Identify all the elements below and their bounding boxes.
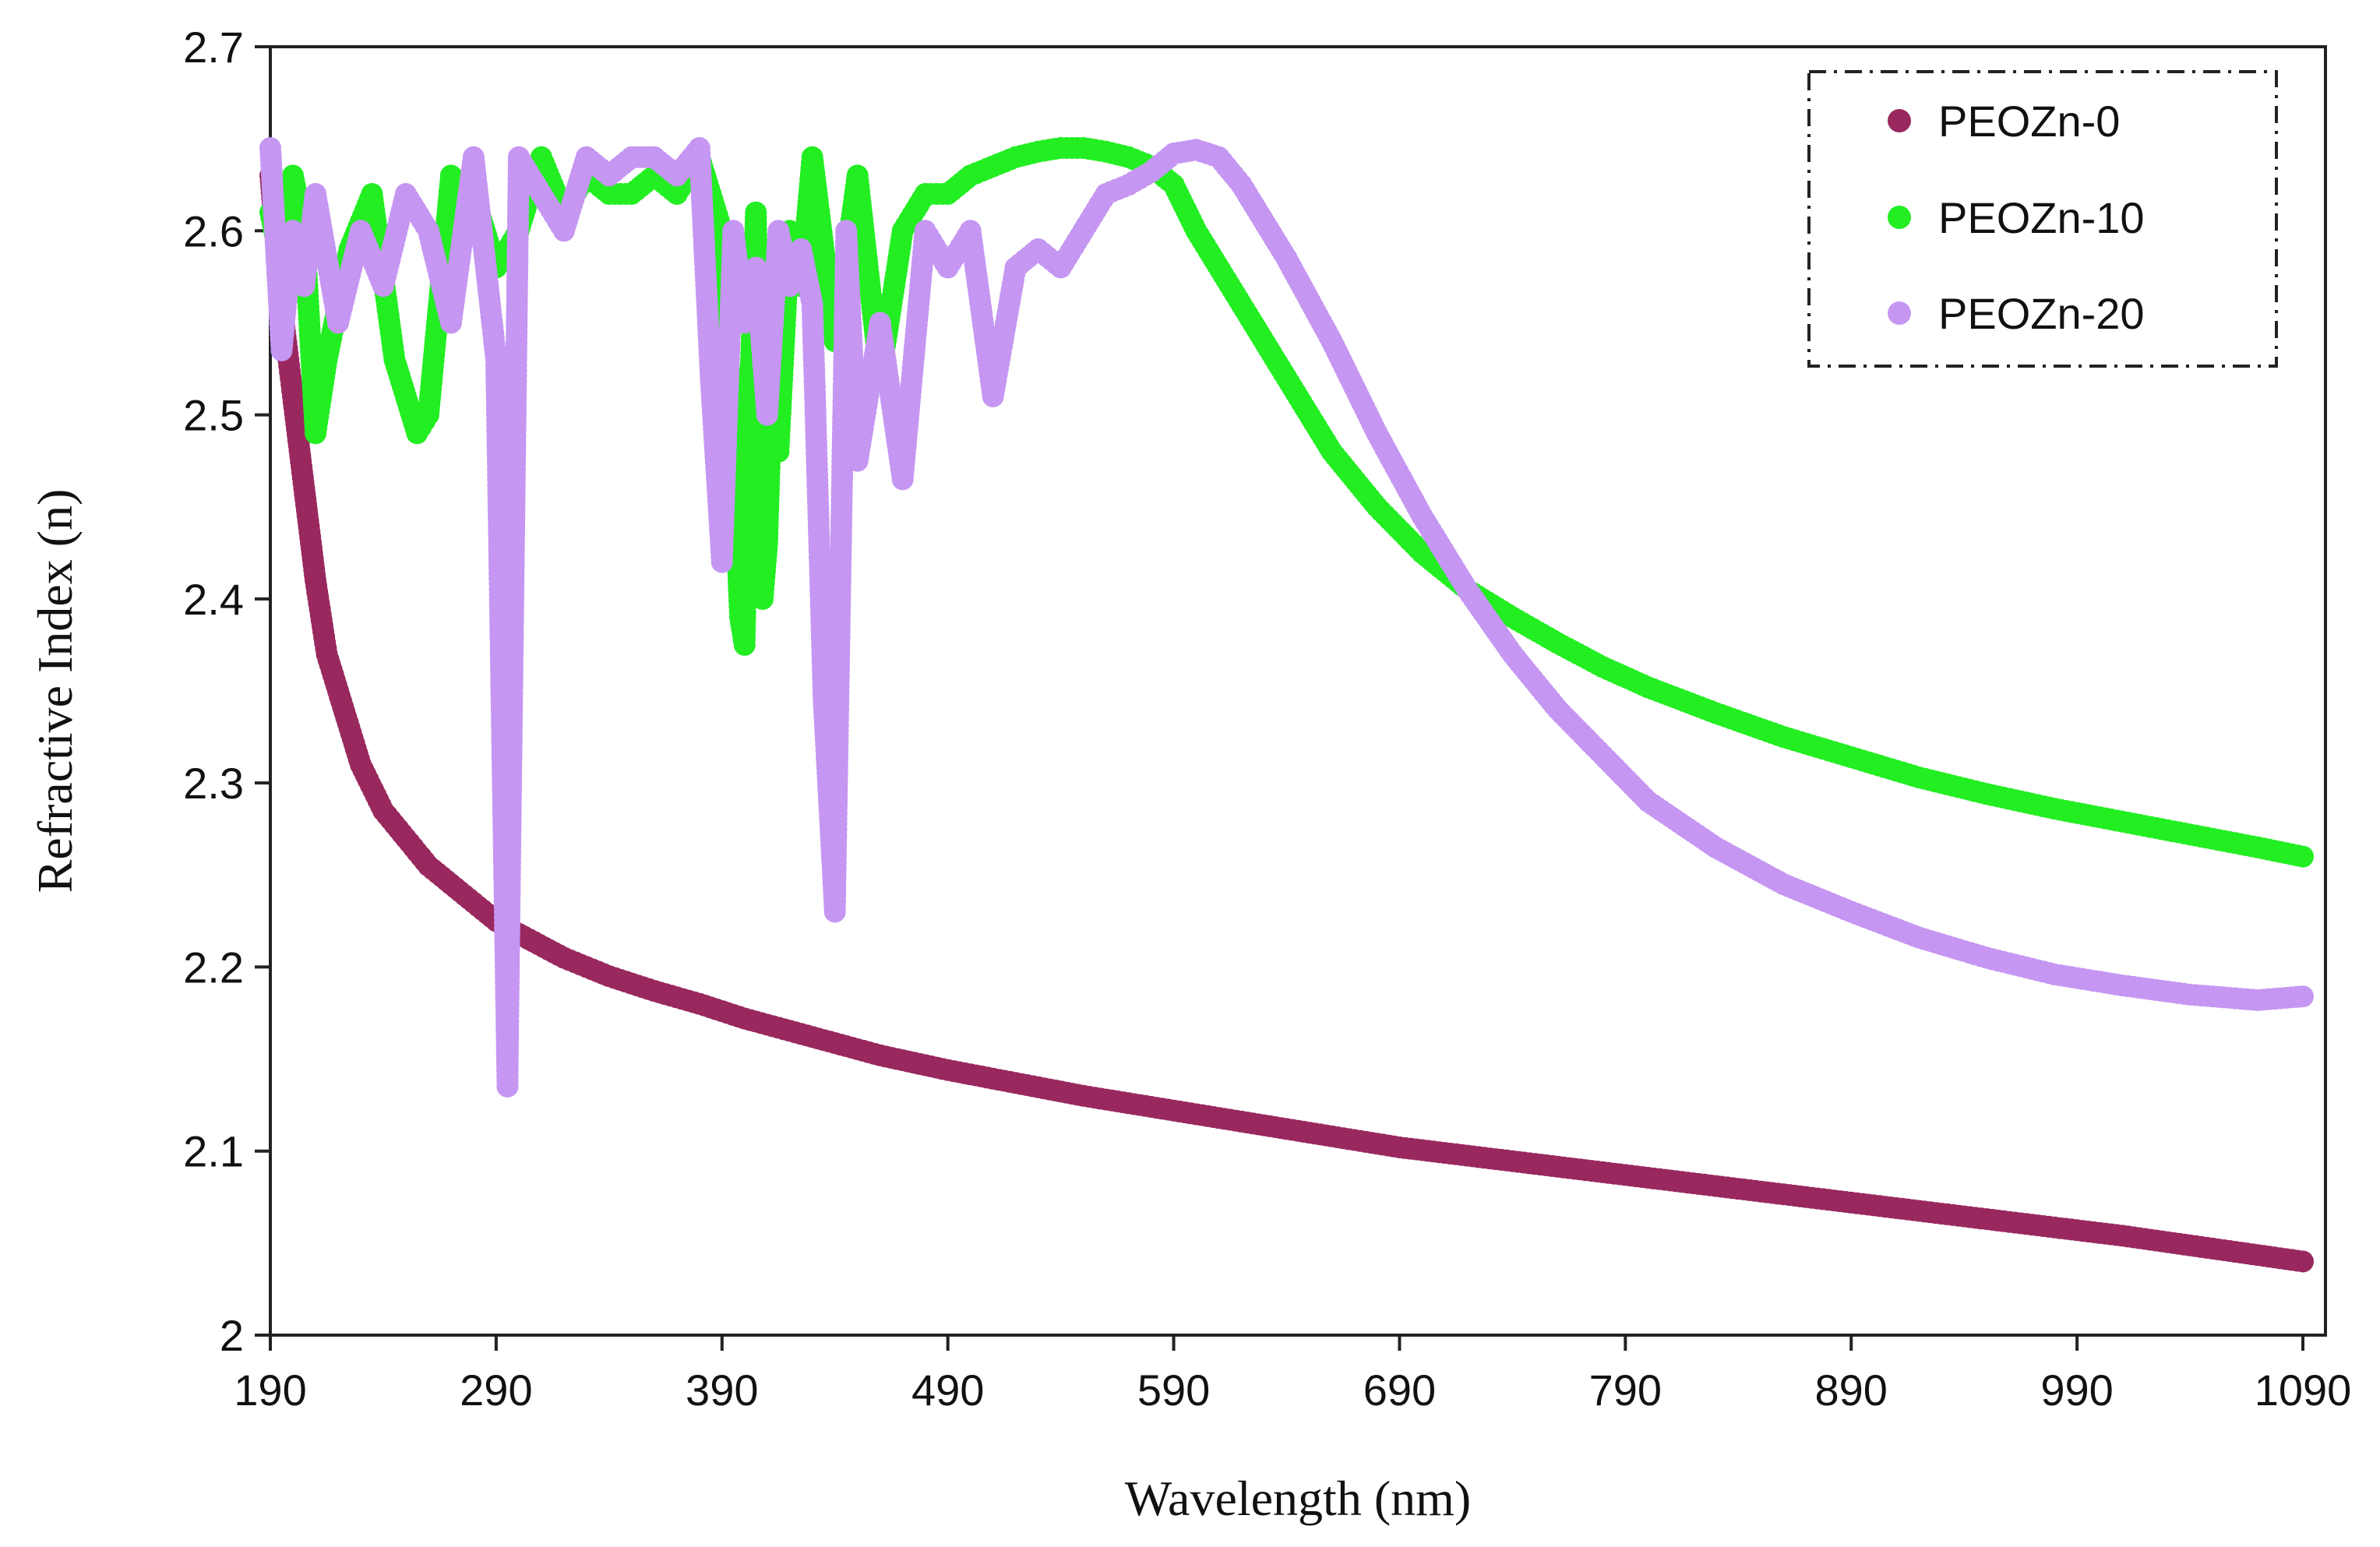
y-tick-label: 2 <box>220 1311 244 1360</box>
y-axis-title: Refractive Index (n) <box>27 489 83 893</box>
data-point <box>2292 845 2314 868</box>
legend-marker-peozn-10 <box>1888 206 1911 229</box>
x-tick-label: 1090 <box>2255 1366 2352 1415</box>
x-tick-label: 190 <box>234 1366 306 1415</box>
y-tick-label: 2.1 <box>183 1127 244 1176</box>
y-tick-label: 2.5 <box>183 391 244 440</box>
x-tick-label: 390 <box>686 1366 758 1415</box>
x-tick-label: 990 <box>2040 1366 2113 1415</box>
legend-item-peozn-10: PEOZn-10 <box>1888 193 2145 242</box>
x-axis-ticks: 190 290 390 490 590 690 790 890 990 1090 <box>234 1335 2351 1415</box>
legend-item-peozn-0: PEOZn-0 <box>1888 97 2120 146</box>
y-tick-label: 2.2 <box>183 943 244 992</box>
legend-item-peozn-20: PEOZn-20 <box>1888 289 2145 338</box>
y-tick-label: 2.7 <box>183 23 244 72</box>
legend-label-peozn-20: PEOZn-20 <box>1938 289 2145 338</box>
y-axis-ticks: 2 2.1 2.2 2.3 2.4 2.5 2.6 2.7 <box>183 23 270 1360</box>
legend-box <box>1807 70 2278 368</box>
x-tick-label: 290 <box>460 1366 532 1415</box>
x-tick-label: 890 <box>1815 1366 1888 1415</box>
x-axis-title: Wavelength (nm) <box>1125 1471 1471 1526</box>
x-tick-label: 490 <box>911 1366 984 1415</box>
legend: PEOZn-0 PEOZn-10 PEOZn-20 <box>1807 70 2278 368</box>
plot-frame <box>269 45 2327 1337</box>
x-tick-label: 690 <box>1363 1366 1436 1415</box>
data-point <box>2292 985 2314 1008</box>
x-tick-label: 590 <box>1137 1366 1210 1415</box>
data-point <box>2292 1250 2314 1273</box>
series-layer <box>259 137 2314 1273</box>
series-peozn-20 <box>259 137 2314 1098</box>
y-tick-label: 2.3 <box>183 759 244 808</box>
y-tick-label: 2.4 <box>183 575 244 624</box>
legend-label-peozn-0: PEOZn-0 <box>1938 97 2120 146</box>
legend-marker-peozn-0 <box>1888 109 1911 132</box>
x-tick-label: 790 <box>1589 1366 1662 1415</box>
legend-marker-peozn-20 <box>1888 301 1911 325</box>
y-tick-label: 2.6 <box>183 206 244 255</box>
legend-label-peozn-10: PEOZn-10 <box>1938 193 2145 242</box>
